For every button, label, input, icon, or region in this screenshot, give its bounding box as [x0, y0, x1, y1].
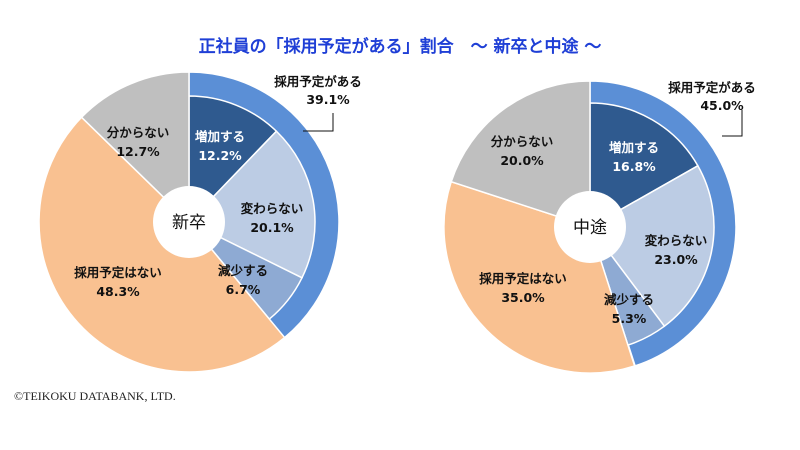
slice-value-no-plan: 48.3%	[96, 284, 140, 299]
ring-value: 39.1%	[306, 92, 350, 107]
slice-unchanged	[588, 164, 715, 328]
slice-value-decrease: 6.7%	[226, 282, 261, 297]
ring-label: 採用予定がある	[668, 80, 756, 95]
copyright-text: ©TEIKOKU DATABANK, LTD.	[14, 389, 176, 403]
center-label: 中途	[573, 218, 607, 238]
slice-value-unchanged: 20.1%	[250, 220, 294, 235]
slice-label-decrease: 減少する	[218, 263, 268, 278]
slice-label-unknown: 分からない	[491, 134, 554, 149]
slice-unknown	[80, 71, 190, 224]
slice-label-unchanged: 変わらない	[645, 233, 708, 248]
center-label: 新卒	[172, 213, 206, 233]
slice-value-no-plan: 35.0%	[501, 290, 545, 305]
slice-label-unchanged: 変わらない	[241, 201, 304, 216]
center-hole	[153, 186, 225, 258]
slice-unknown	[450, 80, 591, 229]
center-hole	[554, 191, 626, 263]
ring-leader-line	[722, 110, 743, 137]
slice-value-unchanged: 23.0%	[654, 252, 698, 267]
slice-value-decrease: 5.3%	[612, 311, 647, 326]
slice-unchanged	[187, 130, 316, 279]
pie-chart-shinsotsu: 新卒 増加する 12.2% 変わらない 20.1% 減少する 6.7% 採用予定はない 48.3…	[38, 71, 362, 373]
slice-value-increase: 12.2%	[198, 148, 242, 163]
ring-label: 採用予定がある	[274, 74, 362, 89]
slice-increase	[188, 95, 278, 224]
slice-value-increase: 16.8%	[612, 159, 656, 174]
ring-value: 45.0%	[700, 98, 744, 113]
slice-label-no-plan: 採用予定はない	[479, 271, 567, 286]
ring-leader-line	[303, 113, 334, 132]
slice-label-increase: 増加する	[609, 140, 659, 155]
slice-value-unknown: 12.7%	[116, 144, 160, 159]
slice-label-increase: 増加する	[195, 129, 245, 144]
slice-increase	[589, 102, 699, 229]
slice-value-unknown: 20.0%	[500, 153, 544, 168]
slice-label-no-plan: 採用予定はない	[74, 265, 162, 280]
slice-label-decrease: 減少する	[604, 292, 654, 307]
chart-title: 正社員の「採用予定がある」割合 ～ 新卒と中途 ～	[199, 36, 602, 57]
pie-chart-chuto: 中途 増加する 16.8% 変わらない 23.0% 減少する 5.3% 採用予定はない 35.0…	[443, 80, 756, 374]
slice-label-unknown: 分からない	[107, 125, 170, 140]
